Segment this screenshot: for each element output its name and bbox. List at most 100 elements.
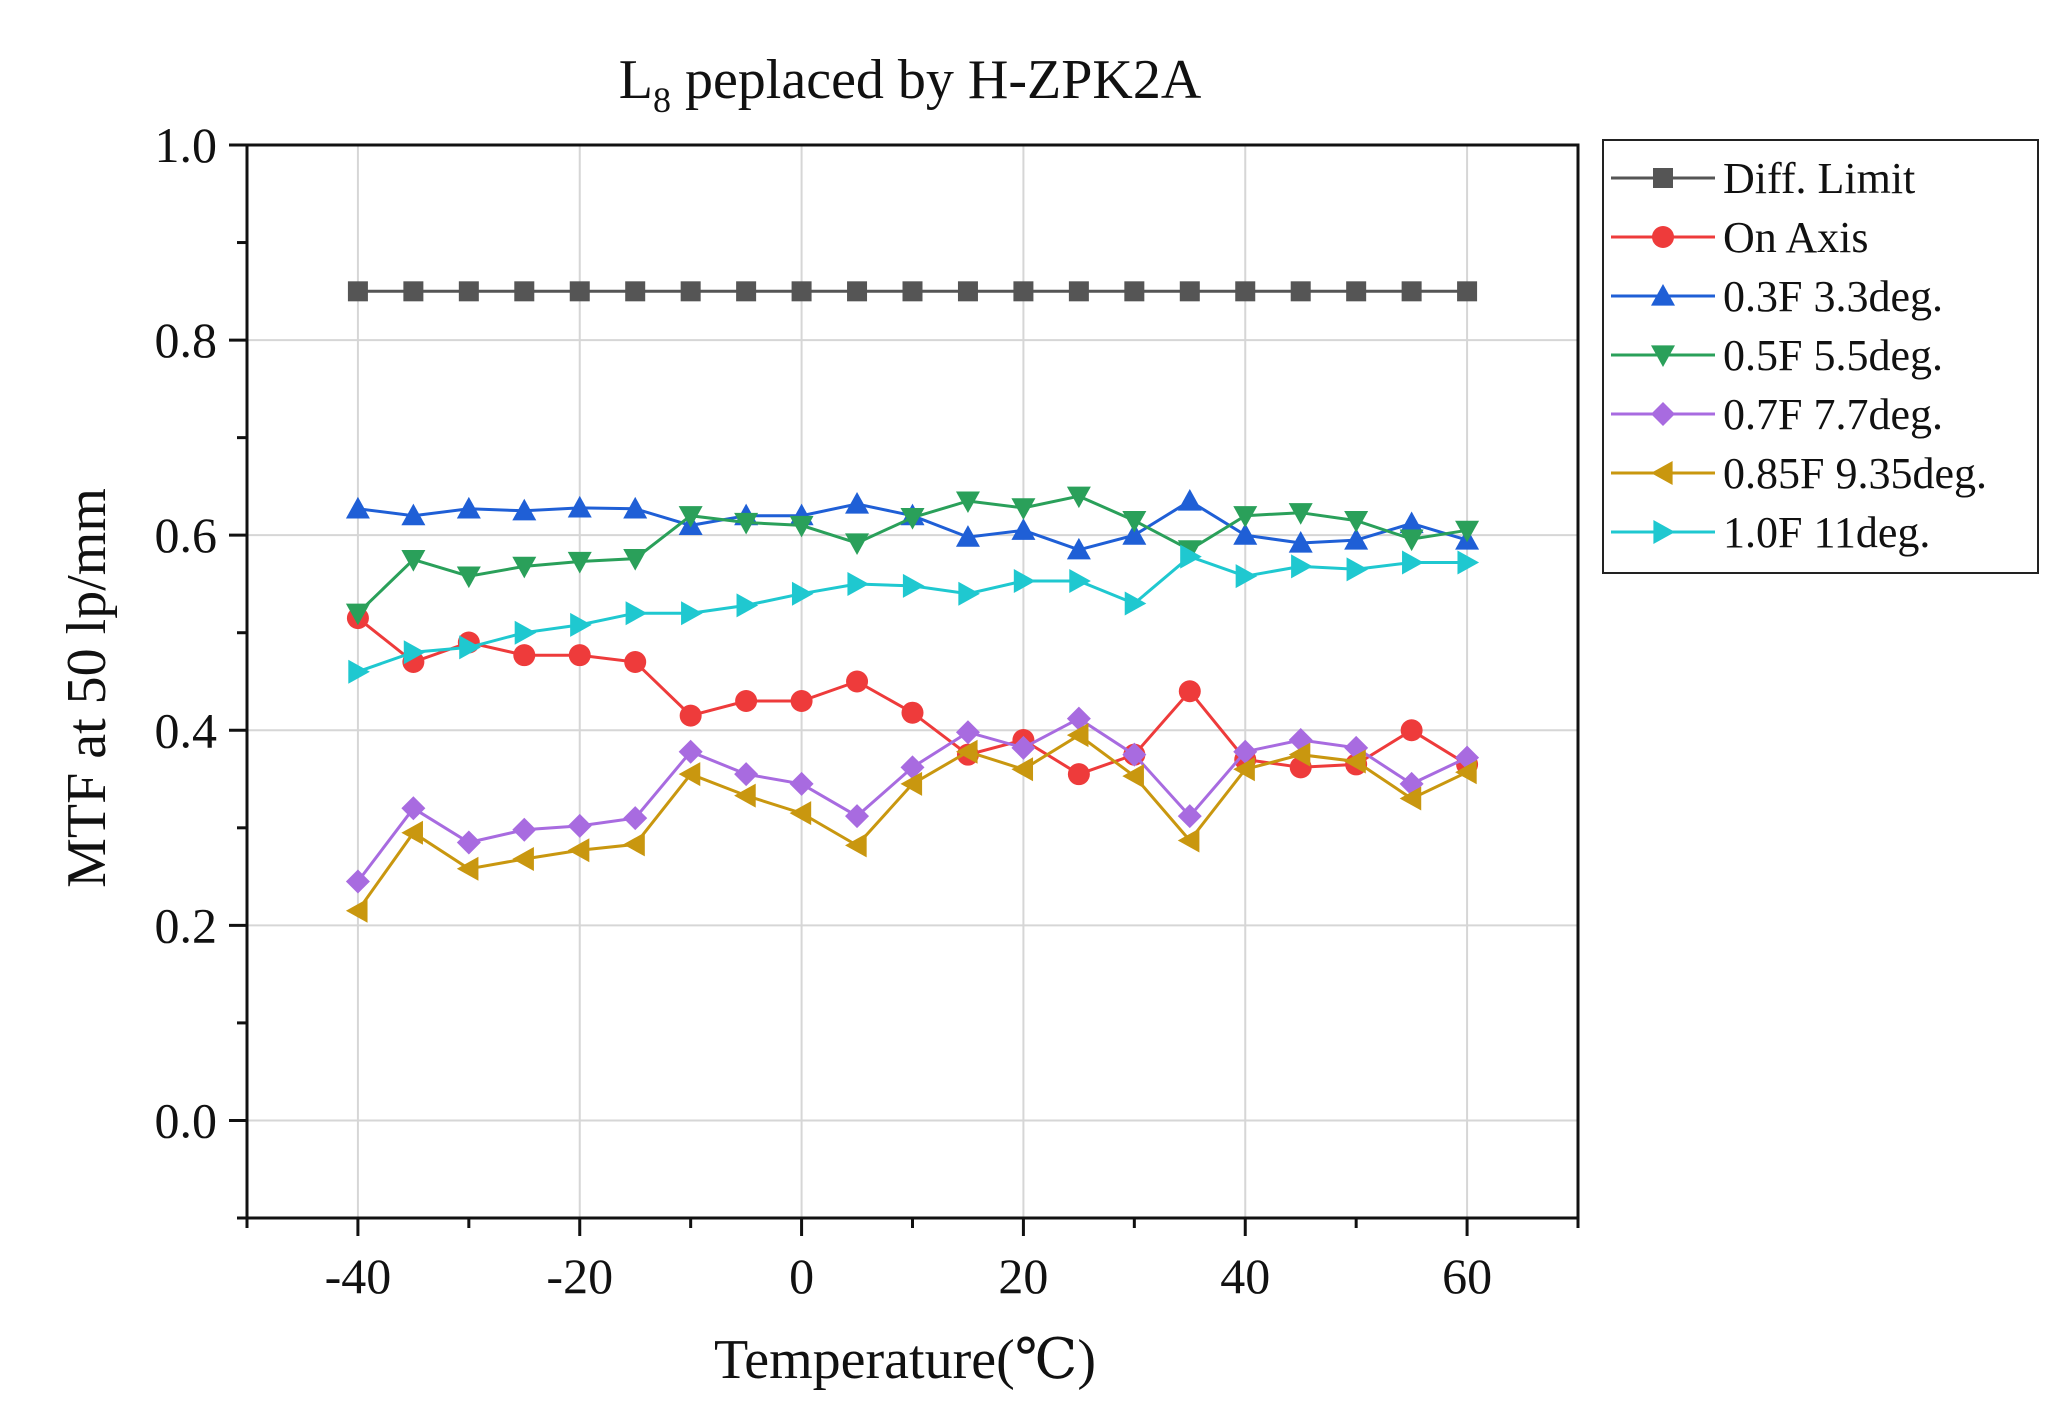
data-point [955, 739, 978, 764]
data-point [623, 832, 645, 857]
legend: Diff. Limit On Axis 0.3F 3.3deg. 0.5F 5.5de… [1602, 139, 2039, 574]
data-point [1344, 528, 1369, 550]
data-point [845, 533, 870, 555]
legend-marker [1652, 226, 1674, 248]
y-axis-title: MTF at 50 lp/mm [56, 488, 118, 888]
legend-item: 0.85F 9.35deg. [1611, 449, 1987, 498]
legend-marker [1651, 345, 1675, 367]
data-point [1177, 828, 1200, 853]
legend-label: 0.85F 9.35deg. [1723, 449, 1987, 498]
data-point [1291, 554, 1313, 579]
data-point [678, 739, 703, 764]
data-point [456, 496, 481, 519]
data-point [1013, 281, 1034, 302]
legend-item: 0.5F 5.5deg. [1611, 331, 1943, 380]
data-point [955, 525, 980, 547]
series-0-7f-7-7deg [345, 706, 1480, 894]
data-point [1401, 281, 1422, 302]
data-point [900, 771, 923, 796]
data-point [1344, 749, 1366, 774]
data-point [790, 690, 813, 713]
data-point [625, 281, 646, 302]
data-point [736, 593, 759, 618]
data-point [1124, 591, 1147, 616]
data-point [567, 495, 592, 518]
y-tick-label: 0.2 [155, 897, 218, 953]
data-point [456, 830, 481, 855]
data-point [1066, 537, 1091, 560]
data-point [512, 847, 534, 872]
x-tick-label: 40 [1220, 1248, 1270, 1304]
legend-label: 0.7F 7.7deg. [1723, 390, 1943, 439]
data-point [678, 506, 703, 528]
legend-label: Diff. Limit [1723, 154, 1915, 203]
legend-label: 0.3F 3.3deg. [1723, 272, 1943, 321]
data-point [1066, 723, 1089, 748]
data-point [1344, 510, 1369, 533]
y-tick-label: 1.0 [155, 117, 218, 173]
data-point [958, 581, 980, 606]
legend-item: 1.0F 11deg. [1611, 508, 1930, 557]
y-tick-label: 0.4 [155, 702, 218, 758]
legend-label: 1.0F 11deg. [1723, 508, 1930, 557]
data-point [1288, 530, 1313, 553]
data-point [401, 503, 426, 526]
data-point [401, 549, 426, 572]
data-point [1066, 706, 1091, 731]
series-0-5f-5-5deg [345, 486, 1480, 626]
data-point [845, 491, 870, 514]
data-point [679, 704, 702, 727]
data-point [680, 281, 701, 302]
data-point [1455, 760, 1477, 785]
y-tick-label: 0.8 [155, 312, 218, 368]
data-point [567, 551, 592, 574]
data-point [1068, 281, 1089, 302]
data-point [1457, 281, 1478, 302]
data-point [1122, 742, 1147, 767]
data-point [1288, 503, 1313, 525]
data-point [456, 856, 479, 881]
data-point [512, 817, 537, 842]
data-point [567, 813, 592, 838]
data-point [900, 755, 925, 780]
data-point [957, 281, 978, 302]
data-point [847, 281, 868, 302]
data-point [568, 644, 591, 667]
data-point [625, 601, 648, 626]
data-point [345, 898, 368, 923]
data-point [348, 659, 370, 684]
data-point [902, 573, 925, 598]
data-point [681, 601, 703, 626]
data-point [1235, 564, 1258, 589]
data-point [624, 650, 647, 673]
data-point [902, 281, 923, 302]
legend-marker [1653, 168, 1673, 188]
data-point [1179, 281, 1200, 302]
data-point [1011, 498, 1036, 520]
data-point [791, 281, 812, 302]
data-point [456, 566, 481, 589]
data-point [1180, 544, 1202, 569]
data-point [846, 670, 869, 693]
data-point [1457, 550, 1480, 575]
data-point [403, 640, 426, 665]
data-point [1233, 739, 1258, 764]
x-tick-label: 20 [998, 1248, 1048, 1304]
data-point [1455, 520, 1480, 543]
chart-title: L8 peplaced by H-ZPK2A [619, 49, 1202, 120]
data-point [1233, 757, 1255, 782]
data-point [403, 281, 424, 302]
data-point [1346, 557, 1369, 582]
data-point [347, 281, 368, 302]
data-point [345, 603, 370, 626]
data-point [1011, 518, 1036, 540]
y-tick-label: 0.6 [155, 507, 218, 563]
data-point [1122, 764, 1144, 789]
data-point [1011, 757, 1034, 782]
data-point [459, 635, 481, 660]
data-point [901, 701, 924, 724]
series-1-0f-11deg [348, 544, 1480, 684]
data-point [734, 762, 759, 787]
data-point [1399, 511, 1424, 534]
data-point [1067, 763, 1090, 786]
